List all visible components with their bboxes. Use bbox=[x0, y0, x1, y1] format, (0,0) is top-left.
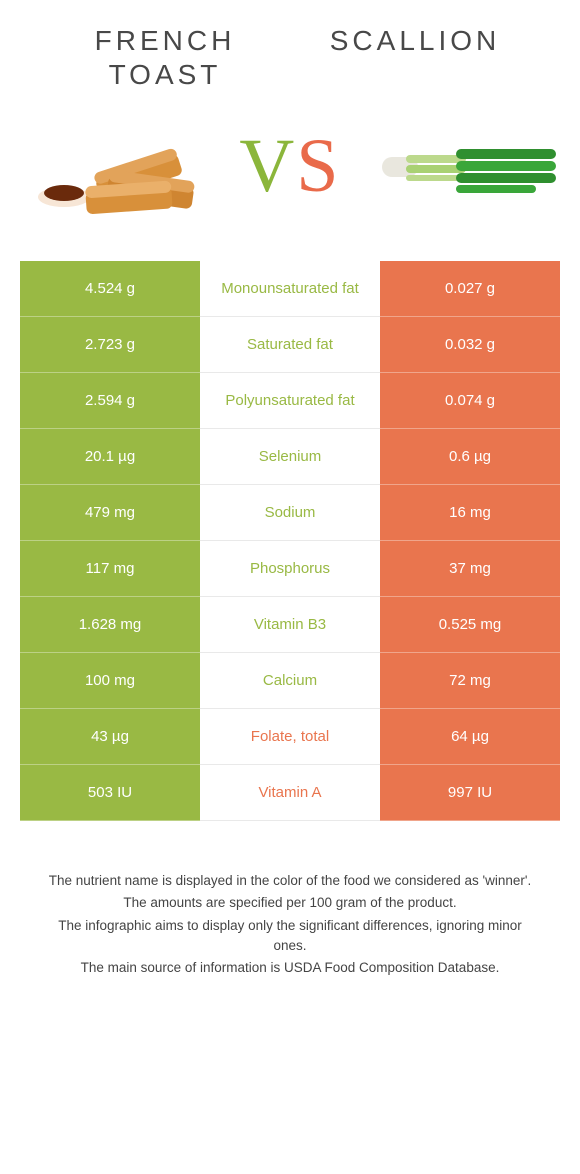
nutrient-row: 43 µgFolate, total64 µg bbox=[20, 709, 560, 765]
food-right-title: Scallion bbox=[290, 24, 540, 58]
vs-s: S bbox=[296, 124, 340, 208]
footnote-line: The amounts are specified per 100 gram o… bbox=[40, 893, 540, 913]
food-right-image bbox=[376, 111, 556, 221]
nutrient-name: Selenium bbox=[200, 429, 380, 485]
value-left: 2.594 g bbox=[20, 373, 200, 429]
value-right: 64 µg bbox=[380, 709, 560, 765]
food-left-image bbox=[24, 111, 204, 221]
nutrient-name: Calcium bbox=[200, 653, 380, 709]
nutrient-row: 503 IUVitamin A997 IU bbox=[20, 765, 560, 821]
value-right: 37 mg bbox=[380, 541, 560, 597]
value-left: 4.524 g bbox=[20, 261, 200, 317]
value-left: 1.628 mg bbox=[20, 597, 200, 653]
footnote-line: The main source of information is USDA F… bbox=[40, 958, 540, 978]
value-left: 43 µg bbox=[20, 709, 200, 765]
value-left: 100 mg bbox=[20, 653, 200, 709]
value-left: 117 mg bbox=[20, 541, 200, 597]
footnote-line: The infographic aims to display only the… bbox=[40, 916, 540, 957]
value-left: 503 IU bbox=[20, 765, 200, 821]
nutrient-table: 4.524 gMonounsaturated fat0.027 g2.723 g… bbox=[20, 261, 560, 821]
nutrient-row: 4.524 gMonounsaturated fat0.027 g bbox=[20, 261, 560, 317]
nutrient-row: 100 mgCalcium72 mg bbox=[20, 653, 560, 709]
value-right: 0.032 g bbox=[380, 317, 560, 373]
nutrient-row: 479 mgSodium16 mg bbox=[20, 485, 560, 541]
nutrient-name: Vitamin B3 bbox=[200, 597, 380, 653]
nutrient-row: 2.723 gSaturated fat0.032 g bbox=[20, 317, 560, 373]
hero-row: VS bbox=[20, 111, 560, 221]
nutrient-name: Saturated fat bbox=[200, 317, 380, 373]
nutrient-name: Polyunsaturated fat bbox=[200, 373, 380, 429]
nutrient-name: Phosphorus bbox=[200, 541, 380, 597]
nutrient-name: Vitamin A bbox=[200, 765, 380, 821]
header: French toast Scallion bbox=[20, 24, 560, 101]
value-left: 20.1 µg bbox=[20, 429, 200, 485]
nutrient-name: Monounsaturated fat bbox=[200, 261, 380, 317]
nutrient-name: Sodium bbox=[200, 485, 380, 541]
value-left: 2.723 g bbox=[20, 317, 200, 373]
nutrient-row: 20.1 µgSelenium0.6 µg bbox=[20, 429, 560, 485]
value-right: 0.6 µg bbox=[380, 429, 560, 485]
vs-v: V bbox=[239, 124, 296, 208]
value-right: 997 IU bbox=[380, 765, 560, 821]
nutrient-row: 1.628 mgVitamin B30.525 mg bbox=[20, 597, 560, 653]
value-right: 16 mg bbox=[380, 485, 560, 541]
value-right: 72 mg bbox=[380, 653, 560, 709]
footnote-line: The nutrient name is displayed in the co… bbox=[40, 871, 540, 891]
value-right: 0.074 g bbox=[380, 373, 560, 429]
vs-label: VS bbox=[239, 128, 340, 204]
nutrient-name: Folate, total bbox=[200, 709, 380, 765]
food-left-title: French toast bbox=[40, 24, 290, 91]
nutrient-row: 117 mgPhosphorus37 mg bbox=[20, 541, 560, 597]
nutrient-row: 2.594 gPolyunsaturated fat0.074 g bbox=[20, 373, 560, 429]
value-right: 0.027 g bbox=[380, 261, 560, 317]
value-left: 479 mg bbox=[20, 485, 200, 541]
footnotes: The nutrient name is displayed in the co… bbox=[20, 871, 560, 978]
value-right: 0.525 mg bbox=[380, 597, 560, 653]
